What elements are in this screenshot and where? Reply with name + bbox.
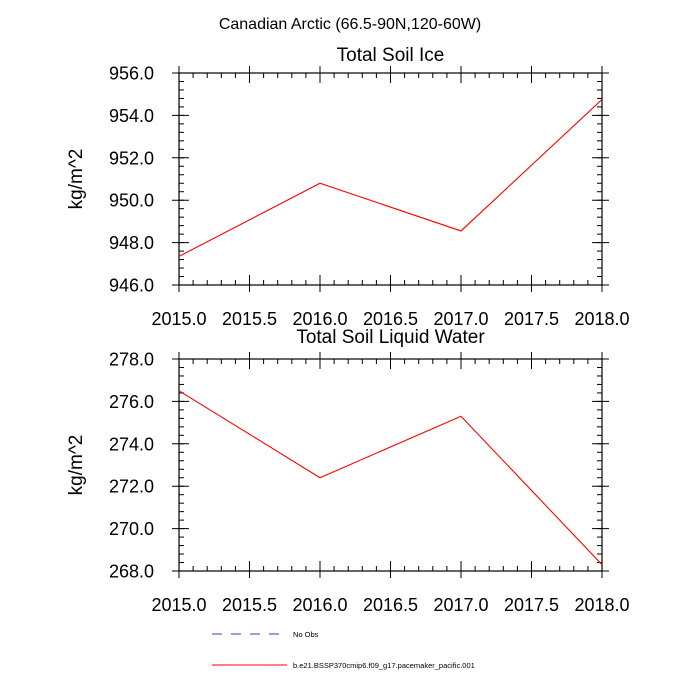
chart-title: Total Soil Liquid Water	[296, 327, 485, 348]
plot-frame	[178, 358, 603, 572]
legend-label: No Obs	[293, 630, 319, 639]
x-tick-label: 2017.5	[504, 309, 559, 329]
y-tick-label: 954.0	[109, 106, 154, 126]
y-tick-label: 272.0	[109, 477, 154, 497]
x-tick-label: 2016.5	[363, 309, 418, 329]
x-tick-label: 2017.0	[433, 595, 488, 615]
y-tick-label: 950.0	[109, 191, 154, 211]
x-tick-label: 2015.5	[222, 595, 277, 615]
chart-panel-1: Total Soil Ice kg/m^2 2015.0 2015.5 2016.0 20…	[66, 45, 630, 329]
legend: No Obs b.e21.BSSP370cmip6.f09_g17.pacemak…	[212, 630, 475, 670]
figure-suptitle: Canadian Arctic (66.5-90N,120-60W)	[219, 16, 481, 33]
chart-panels: Total Soil Ice kg/m^2 2015.0 2015.5 2016.0 20…	[66, 45, 630, 615]
x-tick-label: 2017.5	[504, 595, 559, 615]
legend-item: b.e21.BSSP370cmip6.f09_g17.pacemaker_pac…	[212, 661, 475, 670]
y-tick-label: 270.0	[109, 519, 154, 539]
y-tick-label: 278.0	[109, 350, 154, 370]
y-tick-label: 948.0	[109, 233, 154, 253]
x-tick-label: 2015.0	[151, 309, 206, 329]
series-line-1	[178, 99, 603, 257]
y-axis-label: kg/m^2	[66, 149, 87, 210]
x-tick-label: 2018.0	[574, 309, 629, 329]
x-tick-label: 2016.5	[363, 595, 418, 615]
legend-item: No Obs	[212, 630, 319, 639]
x-tick-label: 2015.0	[151, 595, 206, 615]
y-tick-label: 946.0	[109, 276, 154, 296]
y-tick-label: 956.0	[109, 64, 154, 84]
y-tick-label: 268.0	[109, 562, 154, 582]
series-line-1	[178, 390, 603, 566]
plot-frame	[178, 72, 603, 286]
x-tick-label: 2016.0	[292, 595, 347, 615]
y-tick-label: 276.0	[109, 392, 154, 412]
y-tick-label: 274.0	[109, 434, 154, 454]
chart-title: Total Soil Ice	[337, 45, 445, 66]
chart-panel-2: Total Soil Liquid Water kg/m^2 2015.0 2015.…	[66, 327, 630, 615]
x-tick-label: 2018.0	[574, 595, 629, 615]
x-tick-label: 2017.0	[433, 309, 488, 329]
x-tick-label: 2016.0	[292, 309, 347, 329]
y-tick-label: 952.0	[109, 148, 154, 168]
legend-label: b.e21.BSSP370cmip6.f09_g17.pacemaker_pac…	[293, 661, 475, 670]
x-tick-label: 2015.5	[222, 309, 277, 329]
y-axis-label: kg/m^2	[66, 435, 87, 496]
